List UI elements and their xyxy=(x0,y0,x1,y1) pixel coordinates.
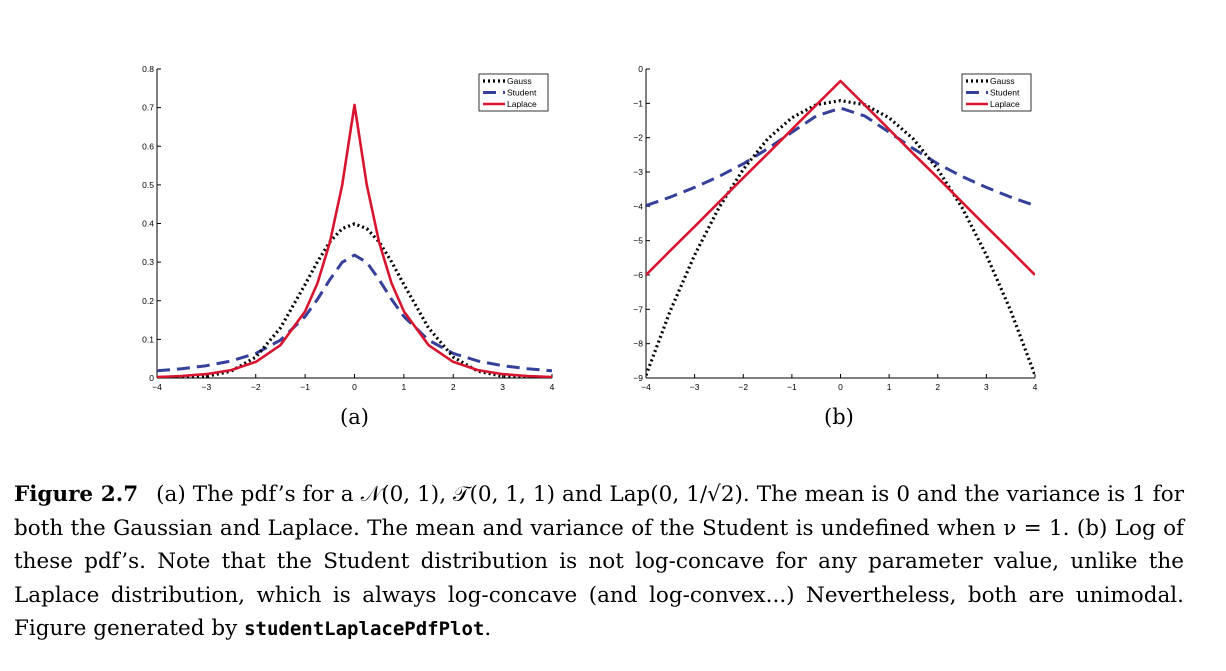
caption-text: (a) The pdf’s for a 𝒩(0, 1), 𝒯(0, 1, 1) … xyxy=(14,482,1184,608)
x-tick-label: 0 xyxy=(838,382,843,392)
y-tick-label: −2 xyxy=(633,133,643,143)
y-tick-label: −5 xyxy=(633,236,643,246)
y-tick-label: −9 xyxy=(633,373,643,383)
caption-generated-prefix: Figure generated by xyxy=(14,616,238,641)
legend-label-laplace: Laplace xyxy=(507,99,537,109)
y-tick-label: −8 xyxy=(633,339,643,349)
legend-label-gauss: Gauss xyxy=(990,76,1015,86)
series-line-laplace xyxy=(646,79,1035,276)
caption-figure-number: Figure 2.7 xyxy=(14,482,139,507)
figure: −4 −3 −2 −1 0 1 2 3 4 0 0.1 0.2 0.3 0.4 0.5 0.6 0.7 0.8 Ga… xyxy=(142,64,1038,429)
x-tick-label: 3 xyxy=(500,382,505,392)
series-line-student xyxy=(646,106,1035,208)
y-tick-label: 0.4 xyxy=(142,219,154,229)
y-tick-label: 0.3 xyxy=(142,257,154,267)
y-tick-label: 0.2 xyxy=(142,296,154,306)
y-tick-label: 0.7 xyxy=(142,103,154,113)
legend-label-gauss: Gauss xyxy=(507,76,532,86)
y-tick-label: −6 xyxy=(633,270,643,280)
x-tick-label: 2 xyxy=(451,382,456,392)
panel-label-b: (b) xyxy=(824,405,854,429)
x-tick-label: −1 xyxy=(300,382,310,392)
y-tick-label: 0.6 xyxy=(142,141,154,151)
x-tick-label: −3 xyxy=(202,382,212,392)
legend-label-laplace: Laplace xyxy=(990,99,1020,109)
chart-b: −4 −3 −2 −1 0 1 2 3 4 0 −1 −2 −3 −4 −5 −6 −7 −8 −9 Gauss Stu… xyxy=(633,64,1038,392)
x-tick-label: −2 xyxy=(738,382,748,392)
caption-script-name: studentLaplacePdfPlot xyxy=(244,618,485,640)
x-tick-label: 4 xyxy=(1033,382,1038,392)
series-line-gauss xyxy=(157,222,552,378)
y-tick-label: 0.5 xyxy=(142,180,154,190)
series-line-laplace xyxy=(157,103,552,378)
x-tick-label: −4 xyxy=(152,382,162,392)
x-tick-label: −4 xyxy=(641,382,651,392)
legend-label-student: Student xyxy=(990,88,1020,98)
x-tick-label: 2 xyxy=(935,382,940,392)
x-tick-label: 0 xyxy=(352,382,357,392)
y-tick-label: 0.8 xyxy=(142,64,154,74)
x-tick-label: −1 xyxy=(787,382,797,392)
x-tick-label: 1 xyxy=(402,382,407,392)
figure-caption: Figure 2.7 (a) The pdf’s for a 𝒩(0, 1), 𝒯… xyxy=(14,478,1184,647)
x-tick-label: 1 xyxy=(887,382,892,392)
x-tick-label: −2 xyxy=(251,382,261,392)
x-tick-label: −3 xyxy=(690,382,700,392)
y-tick-label: 0 xyxy=(149,373,154,383)
y-tick-label: 0.1 xyxy=(142,334,154,344)
x-tick-label: 4 xyxy=(550,382,555,392)
panel-label-a: (a) xyxy=(340,405,369,429)
caption-generated-suffix: . xyxy=(484,616,492,641)
legend-label-student: Student xyxy=(507,88,537,98)
y-tick-label: −4 xyxy=(633,201,643,211)
x-tick-label: 3 xyxy=(984,382,989,392)
y-tick-label: −3 xyxy=(633,167,643,177)
y-tick-label: 0 xyxy=(638,64,643,74)
chart-a: −4 −3 −2 −1 0 1 2 3 4 0 0.1 0.2 0.3 0.4 0.5 0.6 0.7 0.8 Ga… xyxy=(142,64,555,392)
series-line-student xyxy=(157,253,552,373)
y-tick-label: −1 xyxy=(633,98,643,108)
series-line-gauss xyxy=(646,98,1035,376)
y-tick-label: −7 xyxy=(633,304,643,314)
